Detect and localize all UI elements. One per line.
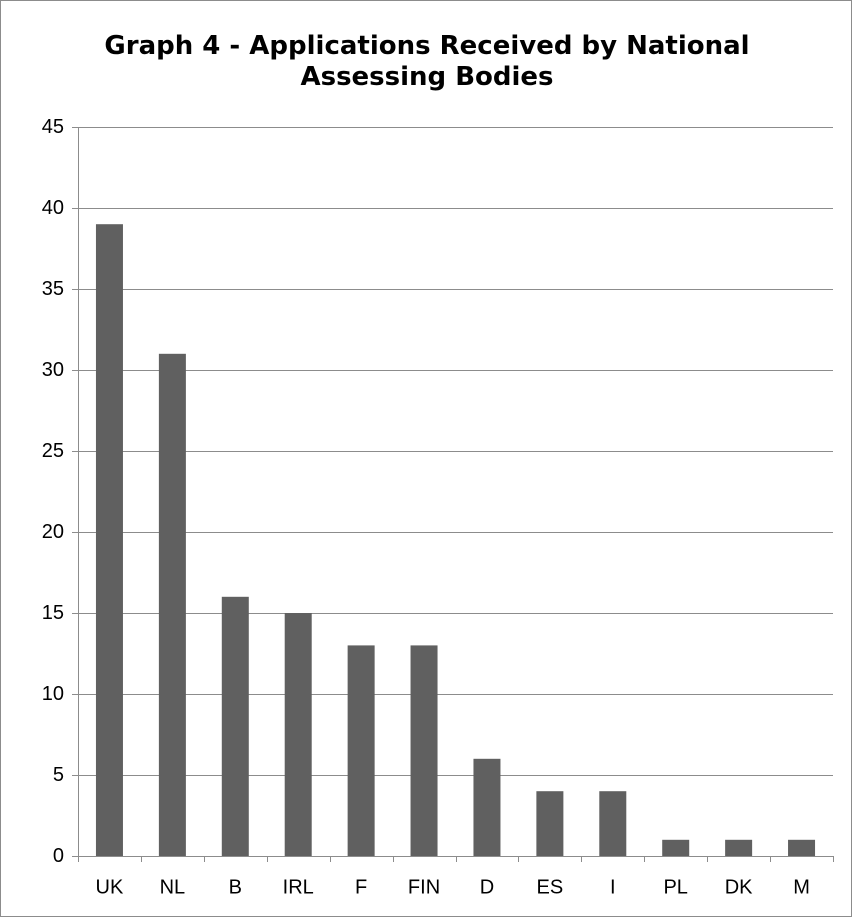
bar-dk <box>725 839 753 856</box>
y-tick-label: 45 <box>42 116 64 138</box>
y-tick-label: 30 <box>42 359 64 381</box>
y-axis-tick-labels: 0 5 10 15 20 25 30 35 40 45 <box>42 116 64 867</box>
x-tick-label: ES <box>537 876 564 898</box>
x-tick-label: I <box>610 876 616 898</box>
bar-i <box>599 791 627 856</box>
bar-es <box>536 791 564 856</box>
bar-nl <box>158 353 186 856</box>
bar-pl <box>662 839 690 856</box>
x-tick-label: UK <box>96 876 124 898</box>
bar-d <box>473 758 501 856</box>
bar-uk <box>95 224 123 856</box>
y-tick-label: 35 <box>42 278 64 300</box>
bars <box>95 224 816 856</box>
x-tick-label: IRL <box>283 876 314 898</box>
x-tick-label: FIN <box>408 876 440 898</box>
chart-title: Graph 4 - Applications Received by Natio… <box>104 31 750 92</box>
x-tick-label: D <box>480 876 494 898</box>
bar-f <box>347 645 375 856</box>
y-tick-label: 5 <box>53 764 64 786</box>
y-tick-label: 15 <box>42 602 64 624</box>
x-tick-label: F <box>355 876 367 898</box>
y-tick-label: 25 <box>42 440 64 462</box>
y-tick-label: 40 <box>42 197 64 219</box>
bar-irl <box>284 613 312 856</box>
bar-fin <box>410 645 438 856</box>
bar-m <box>788 839 816 856</box>
bar-b <box>221 596 249 856</box>
x-tick-label: NL <box>160 876 186 898</box>
axes <box>72 127 834 862</box>
y-tick-label: 10 <box>42 683 64 705</box>
x-axis-tick-labels: UK NL B IRL F FIN D ES I PL DK M <box>96 876 810 898</box>
x-tick-label: B <box>229 876 242 898</box>
x-tick-label: DK <box>725 876 753 898</box>
gridlines <box>78 127 833 776</box>
x-tick-label: PL <box>663 876 687 898</box>
y-tick-label: 0 <box>53 845 64 867</box>
y-tick-label: 20 <box>42 521 64 543</box>
x-tick-label: M <box>793 876 810 898</box>
